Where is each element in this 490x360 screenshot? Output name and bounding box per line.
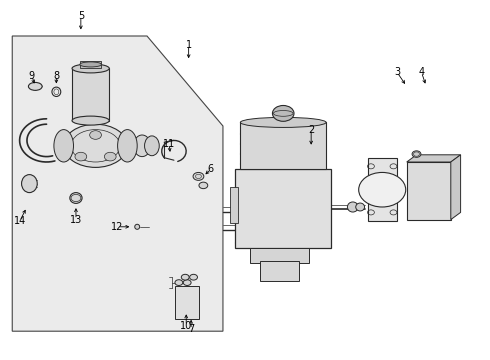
Ellipse shape [64,124,127,167]
Text: 14: 14 [14,216,25,226]
Ellipse shape [70,193,82,203]
Bar [175,286,199,319]
Text: 11: 11 [163,139,175,149]
Ellipse shape [145,136,159,156]
Bar [240,122,326,169]
Ellipse shape [72,64,109,73]
Bar [260,261,299,281]
Ellipse shape [181,274,189,280]
Ellipse shape [54,130,74,162]
Bar [250,248,309,263]
Ellipse shape [412,151,421,157]
Ellipse shape [175,280,183,285]
Ellipse shape [347,202,358,212]
Polygon shape [451,155,461,220]
Ellipse shape [28,82,42,90]
Ellipse shape [356,203,365,211]
Circle shape [90,131,101,139]
Ellipse shape [190,274,197,280]
Circle shape [75,152,87,161]
Polygon shape [407,155,461,162]
Polygon shape [12,36,223,331]
Text: 5: 5 [78,11,84,21]
Text: 1: 1 [186,40,192,50]
Text: 9: 9 [29,71,35,81]
Ellipse shape [135,224,140,229]
Ellipse shape [80,62,101,67]
Bar [80,61,101,68]
Bar [72,68,109,121]
Bar [407,162,451,220]
Ellipse shape [133,135,150,157]
Circle shape [104,152,116,161]
Ellipse shape [240,117,326,127]
Circle shape [272,105,294,121]
Ellipse shape [183,280,191,285]
Text: 2: 2 [308,125,314,135]
Ellipse shape [72,116,109,125]
Bar [230,187,238,223]
Circle shape [359,172,406,207]
Bar [235,169,331,248]
Ellipse shape [193,172,204,180]
Text: 10: 10 [180,321,192,331]
Ellipse shape [118,130,137,162]
Text: 13: 13 [70,215,82,225]
Ellipse shape [22,175,37,193]
Text: 4: 4 [418,67,424,77]
Bar [368,158,397,221]
Text: 3: 3 [394,67,400,77]
Ellipse shape [199,182,208,189]
Text: 8: 8 [53,71,59,81]
Text: 12: 12 [111,222,124,232]
Text: 6: 6 [208,164,214,174]
Text: 7: 7 [188,324,194,334]
